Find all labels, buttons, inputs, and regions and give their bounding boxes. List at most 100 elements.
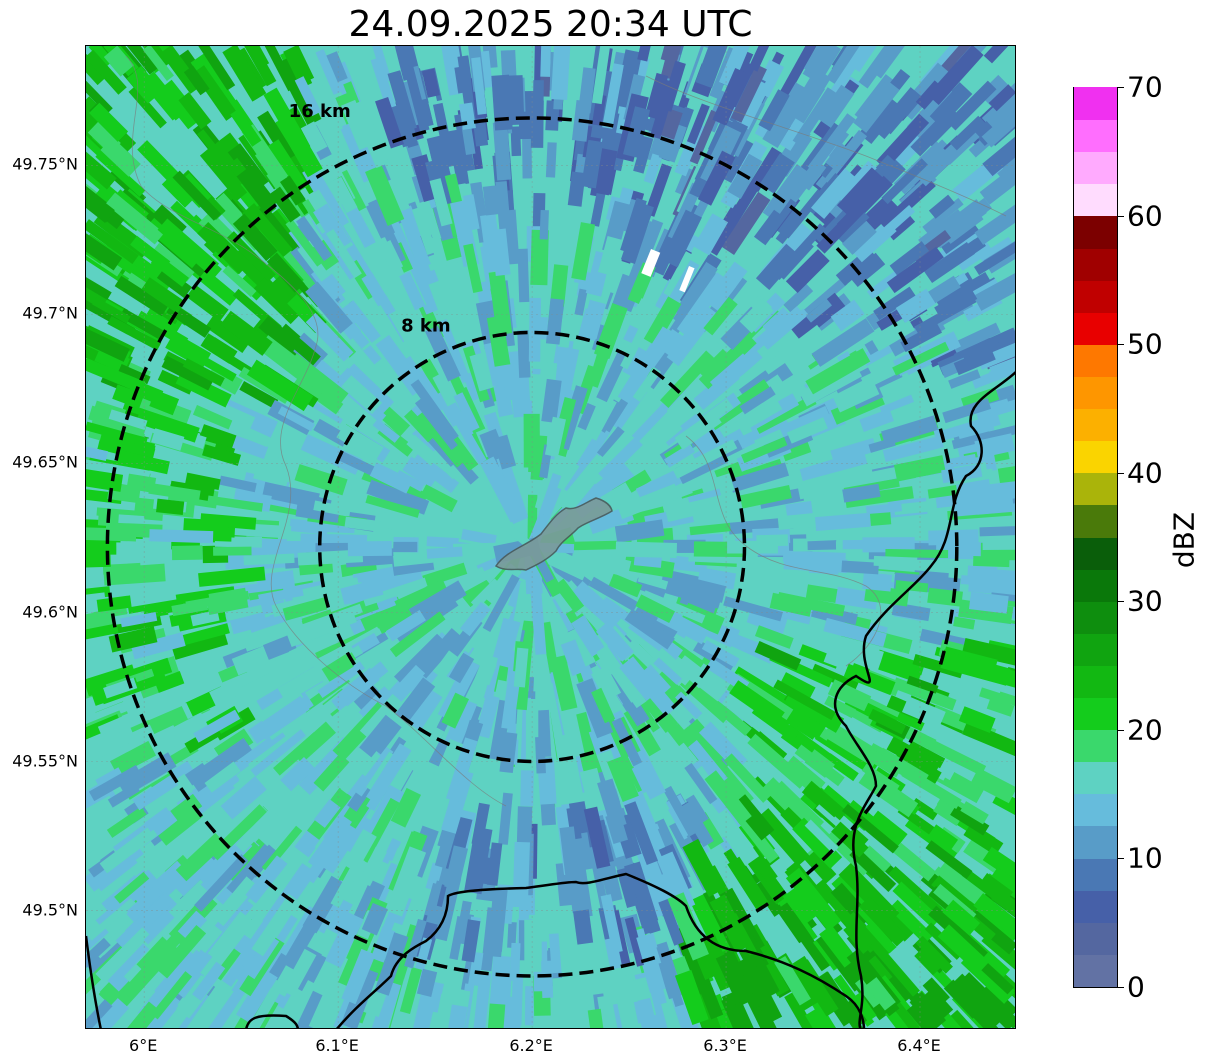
reflectivity-cell bbox=[108, 626, 158, 653]
municipal-boundary bbox=[125, 55, 507, 807]
reflectivity-cell bbox=[487, 888, 508, 952]
reflectivity-cell bbox=[541, 960, 554, 998]
reflectivity-cell bbox=[410, 379, 459, 442]
reflectivity-cell bbox=[445, 261, 477, 326]
reflectivity-cell bbox=[525, 485, 562, 552]
reflectivity-cell bbox=[550, 46, 571, 101]
reflectivity-cell bbox=[86, 996, 130, 1028]
reflectivity-cell bbox=[444, 845, 469, 890]
reflectivity-cell bbox=[560, 639, 588, 676]
reflectivity-cell bbox=[487, 601, 514, 638]
reflectivity-cell bbox=[86, 46, 107, 86]
reflectivity-cell bbox=[365, 165, 405, 226]
colorbar-tick bbox=[1118, 858, 1124, 860]
reflectivity-cell bbox=[578, 308, 603, 341]
reflectivity-cell bbox=[395, 677, 436, 724]
reflectivity-cell bbox=[362, 577, 428, 607]
reflectivity-cell bbox=[132, 65, 181, 121]
reflectivity-cell bbox=[953, 347, 996, 376]
reflectivity-cell bbox=[981, 872, 1014, 900]
reflectivity-cell bbox=[258, 586, 304, 605]
reflectivity-cell bbox=[727, 856, 769, 910]
reflectivity-cell bbox=[783, 346, 816, 376]
colorbar-tick-label: 0 bbox=[1127, 970, 1145, 1004]
colorbar-tick-label: 60 bbox=[1127, 199, 1163, 233]
reflectivity-cell bbox=[89, 102, 129, 142]
reflectivity-cell bbox=[366, 479, 430, 515]
reflectivity-cell bbox=[256, 695, 310, 740]
reflectivity-cell bbox=[893, 842, 937, 882]
reflectivity-cell bbox=[163, 807, 222, 859]
reflectivity-cell bbox=[927, 739, 987, 776]
reflectivity-cell bbox=[983, 46, 1015, 64]
reflectivity-cell bbox=[339, 300, 381, 347]
reflectivity-cell bbox=[949, 1009, 975, 1028]
country-border bbox=[86, 935, 102, 1028]
colorbar bbox=[1073, 87, 1118, 988]
reflectivity-cell bbox=[379, 512, 433, 537]
reflectivity-cell bbox=[619, 656, 661, 702]
reflectivity-cell bbox=[795, 122, 841, 180]
reflectivity-cell bbox=[280, 756, 315, 792]
reflectivity-cell bbox=[150, 242, 196, 282]
reflectivity-cell bbox=[759, 152, 795, 194]
reflectivity-cell bbox=[539, 209, 549, 240]
reflectivity-cell bbox=[952, 495, 1014, 517]
reflectivity-cell bbox=[602, 63, 624, 129]
reflectivity-cell bbox=[426, 737, 450, 767]
reflectivity-cell bbox=[958, 706, 996, 733]
radar-map-canvas[interactable]: 8 km 16 km bbox=[86, 46, 1016, 1029]
reflectivity-cell bbox=[209, 804, 268, 861]
colorbar-segment bbox=[1074, 761, 1117, 795]
reflectivity-cell bbox=[728, 398, 783, 438]
reflectivity-cell bbox=[150, 971, 193, 1020]
reflectivity-cell bbox=[156, 267, 193, 298]
reflectivity-cell bbox=[973, 264, 1015, 311]
reflectivity-cell bbox=[200, 920, 251, 981]
reflectivity-cell bbox=[653, 657, 682, 685]
reflectivity-cell bbox=[553, 347, 580, 414]
reflectivity-cell bbox=[86, 526, 137, 542]
reflectivity-cell bbox=[512, 841, 530, 908]
reflectivity-cell bbox=[120, 611, 158, 628]
reflectivity-cell bbox=[636, 932, 662, 968]
reflectivity-cell bbox=[444, 46, 462, 69]
range-ring-label: 8 km bbox=[401, 315, 451, 336]
reflectivity-cell bbox=[784, 991, 820, 1028]
reflectivity-cell bbox=[723, 753, 771, 803]
reflectivity-cell bbox=[343, 320, 370, 349]
reflectivity-cell bbox=[842, 539, 893, 550]
reflectivity-cell bbox=[973, 618, 1015, 641]
colorbar-segment bbox=[1074, 569, 1117, 602]
reflectivity-cell bbox=[591, 46, 612, 105]
reflectivity-cell bbox=[229, 434, 269, 460]
reflectivity-cell bbox=[351, 744, 394, 797]
reflectivity-cell bbox=[257, 110, 296, 162]
reflectivity-cell bbox=[488, 270, 513, 336]
reflectivity-cell bbox=[206, 364, 243, 395]
reflectivity-cell bbox=[200, 333, 238, 364]
reflectivity-cell bbox=[313, 753, 350, 792]
colorbar-segment bbox=[1074, 922, 1117, 955]
reflectivity-cell bbox=[149, 529, 214, 544]
radar-map[interactable]: 8 km 16 km bbox=[85, 45, 1016, 1029]
colorbar-tick bbox=[1118, 987, 1124, 988]
reflectivity-cell bbox=[118, 514, 145, 527]
reflectivity-cell bbox=[700, 987, 724, 1020]
reflectivity-cell bbox=[491, 74, 513, 131]
reflectivity-cell bbox=[984, 392, 1015, 419]
reflectivity-cell bbox=[712, 67, 749, 126]
reflectivity-cell bbox=[650, 647, 691, 687]
reflectivity-cell bbox=[86, 850, 101, 877]
reflectivity-cell bbox=[827, 679, 872, 712]
reflectivity-cell bbox=[399, 967, 423, 1014]
reflectivity-cell bbox=[616, 867, 639, 908]
reflectivity-cell bbox=[566, 627, 596, 668]
reflectivity-cell bbox=[126, 473, 157, 494]
reflectivity-cell bbox=[968, 591, 1009, 614]
reflectivity-cell bbox=[136, 936, 169, 971]
reflectivity-cell bbox=[262, 634, 297, 660]
colorbar-tick-label: 30 bbox=[1127, 584, 1163, 618]
reflectivity-cell bbox=[873, 286, 916, 321]
reflectivity-cell bbox=[849, 846, 897, 892]
